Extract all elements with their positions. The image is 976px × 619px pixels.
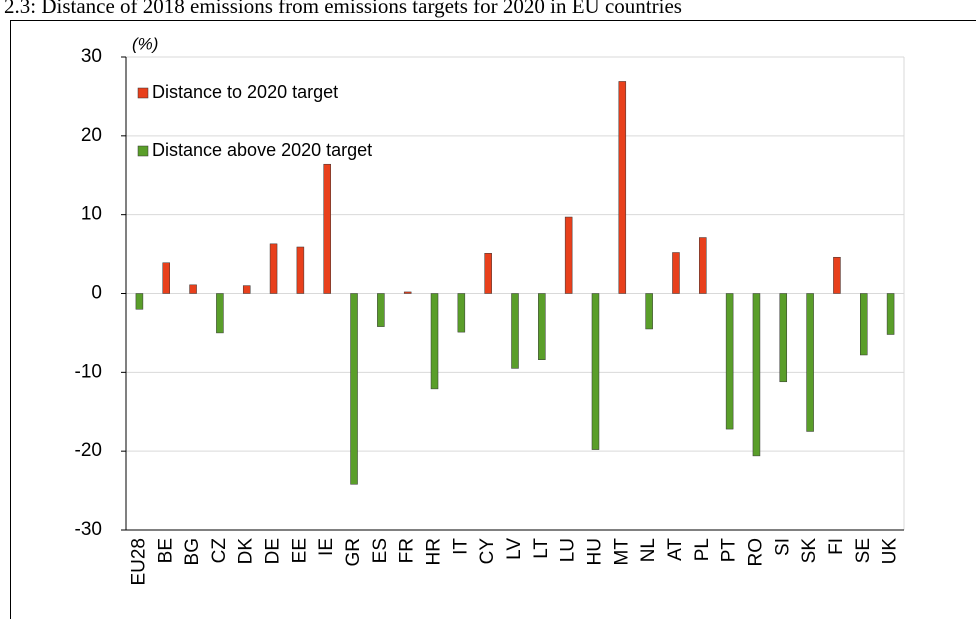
bar bbox=[216, 293, 224, 334]
bar bbox=[403, 291, 412, 294]
y-tick-label: 20 bbox=[81, 125, 102, 146]
x-tick-label: FR bbox=[397, 538, 418, 563]
x-tick-label: NL bbox=[638, 538, 659, 562]
x-tick-label: CZ bbox=[209, 538, 230, 564]
bar bbox=[323, 163, 331, 294]
y-tick-label: 0 bbox=[91, 283, 102, 304]
x-tick-label: FI bbox=[826, 538, 847, 555]
bar bbox=[296, 246, 305, 294]
x-tick-label: HR bbox=[424, 538, 445, 565]
x-tick-label: LT bbox=[531, 538, 552, 559]
x-tick-label: LV bbox=[504, 538, 525, 560]
x-tick-label: PT bbox=[719, 538, 740, 563]
bar bbox=[135, 293, 144, 310]
chart-title: 2.3: Distance of 2018 emissions from emi… bbox=[4, 0, 682, 18]
y-tick-label: -20 bbox=[75, 440, 102, 461]
bar bbox=[269, 243, 278, 294]
x-tick-label: IT bbox=[450, 538, 471, 555]
bar bbox=[162, 262, 170, 294]
legend-swatch bbox=[137, 87, 149, 99]
x-tick-label: RO bbox=[745, 538, 766, 567]
y-tick-label: -30 bbox=[75, 519, 102, 540]
x-tick-label: EE bbox=[289, 538, 310, 563]
x-tick-label: DK bbox=[236, 538, 257, 565]
bar bbox=[538, 293, 546, 360]
y-tick-label: -10 bbox=[75, 361, 102, 382]
bar bbox=[779, 293, 788, 383]
legend-label: Distance above 2020 target bbox=[152, 140, 372, 160]
x-tick-label: SE bbox=[853, 538, 874, 563]
x-tick-label: EU28 bbox=[128, 538, 149, 586]
x-tick-label: UK bbox=[880, 538, 901, 565]
bar bbox=[618, 81, 627, 294]
x-tick-label: SI bbox=[772, 538, 793, 556]
bar bbox=[752, 293, 761, 457]
x-tick-label: SK bbox=[799, 538, 820, 564]
bar bbox=[377, 293, 385, 327]
legend-label: Distance to 2020 target bbox=[152, 82, 338, 102]
x-tick-label: LU bbox=[558, 538, 579, 562]
x-tick-label: DE bbox=[263, 538, 284, 564]
bar bbox=[725, 293, 734, 430]
bar bbox=[457, 293, 466, 333]
x-tick-label: HU bbox=[584, 538, 605, 565]
x-tick-label: PL bbox=[692, 538, 713, 561]
bar bbox=[564, 216, 573, 294]
x-tick-label: BE bbox=[155, 538, 176, 563]
bar bbox=[699, 237, 707, 294]
bar bbox=[591, 293, 600, 450]
bar bbox=[511, 293, 519, 369]
y-tick-label: 30 bbox=[81, 46, 102, 67]
bar bbox=[430, 293, 439, 390]
x-tick-label: MT bbox=[611, 538, 632, 566]
x-tick-label: AT bbox=[665, 538, 686, 561]
bar bbox=[833, 256, 841, 294]
bar bbox=[645, 293, 653, 330]
bar bbox=[242, 285, 251, 294]
bar bbox=[806, 293, 814, 432]
bar bbox=[189, 284, 197, 294]
x-tick-label: BG bbox=[182, 538, 203, 565]
x-tick-label: IE bbox=[316, 538, 337, 556]
bar bbox=[484, 253, 492, 294]
bar bbox=[672, 252, 680, 294]
x-tick-label: GR bbox=[343, 538, 364, 567]
y-unit: (%) bbox=[132, 34, 158, 53]
bar bbox=[860, 293, 868, 356]
y-tick-label: 10 bbox=[81, 204, 102, 225]
legend-swatch bbox=[137, 145, 149, 157]
x-tick-label: ES bbox=[370, 538, 391, 563]
x-tick-label: CY bbox=[477, 538, 498, 565]
bar bbox=[350, 293, 358, 485]
bar bbox=[886, 293, 895, 335]
